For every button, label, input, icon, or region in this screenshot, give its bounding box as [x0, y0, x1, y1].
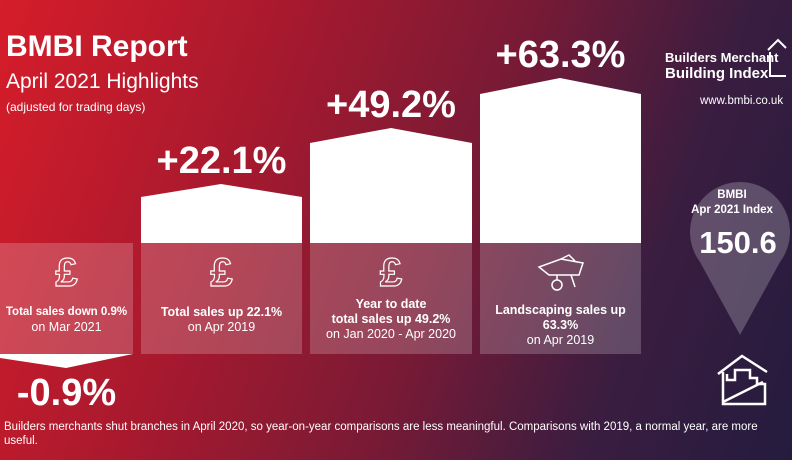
value-63-3: +63.3%	[495, 34, 626, 76]
panel-ytd: £ Year to date total sales up 49.2% on J…	[310, 243, 472, 354]
index-label: BMBI Apr 2021 Index	[691, 189, 773, 216]
panel-comparison: on Mar 2021	[31, 320, 102, 334]
panel-comparison: on Apr 2019	[526, 333, 595, 347]
report-subtitle: April 2021 Highlights	[6, 70, 199, 93]
panel-label: Total sales up 22.1%	[160, 305, 283, 319]
panel-monthly: £ Total sales down 0.9% on Mar 2021	[0, 243, 133, 354]
panel-vs-2019: £ Total sales up 22.1% on Apr 2019	[141, 243, 302, 354]
bar-22-1	[141, 184, 302, 243]
logo-line-1: Builders Merchant	[665, 50, 779, 65]
panel-label: Total sales down 0.9%	[5, 306, 128, 318]
report-title: BMBI Report	[6, 30, 188, 63]
pound-icon: £	[55, 250, 78, 295]
buildings-icon	[717, 354, 768, 406]
logo-line-2: Building Index	[665, 65, 769, 82]
panel-comparison: on Jan 2020 - Apr 2020	[326, 327, 456, 341]
value-22-1: +22.1%	[156, 140, 287, 182]
panel-label-2: total sales up 49.2%	[331, 312, 451, 326]
bar-49-2	[310, 128, 472, 243]
wheelbarrow-icon	[536, 254, 584, 291]
house-logo-icon	[767, 38, 787, 77]
bmbi-logo: Builders Merchant Building Index	[665, 50, 778, 82]
panel-comparison: on Apr 2019	[187, 320, 256, 334]
pound-icon: £	[210, 250, 233, 295]
value-minus-0-9: -0.9%	[16, 372, 117, 414]
value-49-2: +49.2%	[326, 84, 456, 126]
pound-icon: £	[379, 250, 403, 295]
index-pin	[689, 181, 790, 335]
bar-63-3	[480, 78, 641, 243]
website-link[interactable]: www.bmbi.co.uk	[700, 95, 784, 107]
panel-label-2: 63.3%	[542, 318, 579, 332]
footer-note: Builders merchants shut branches in Apri…	[4, 421, 758, 447]
down-arrow-bar	[0, 354, 133, 368]
index-value: 150.6	[699, 225, 777, 260]
panel-label: Landscaping sales up	[495, 303, 626, 317]
panel-label: Year to date	[355, 297, 427, 311]
adjustment-note: (adjusted for trading days)	[6, 100, 146, 114]
panel-landscaping: Landscaping sales up 63.3% on Apr 2019	[480, 243, 641, 354]
